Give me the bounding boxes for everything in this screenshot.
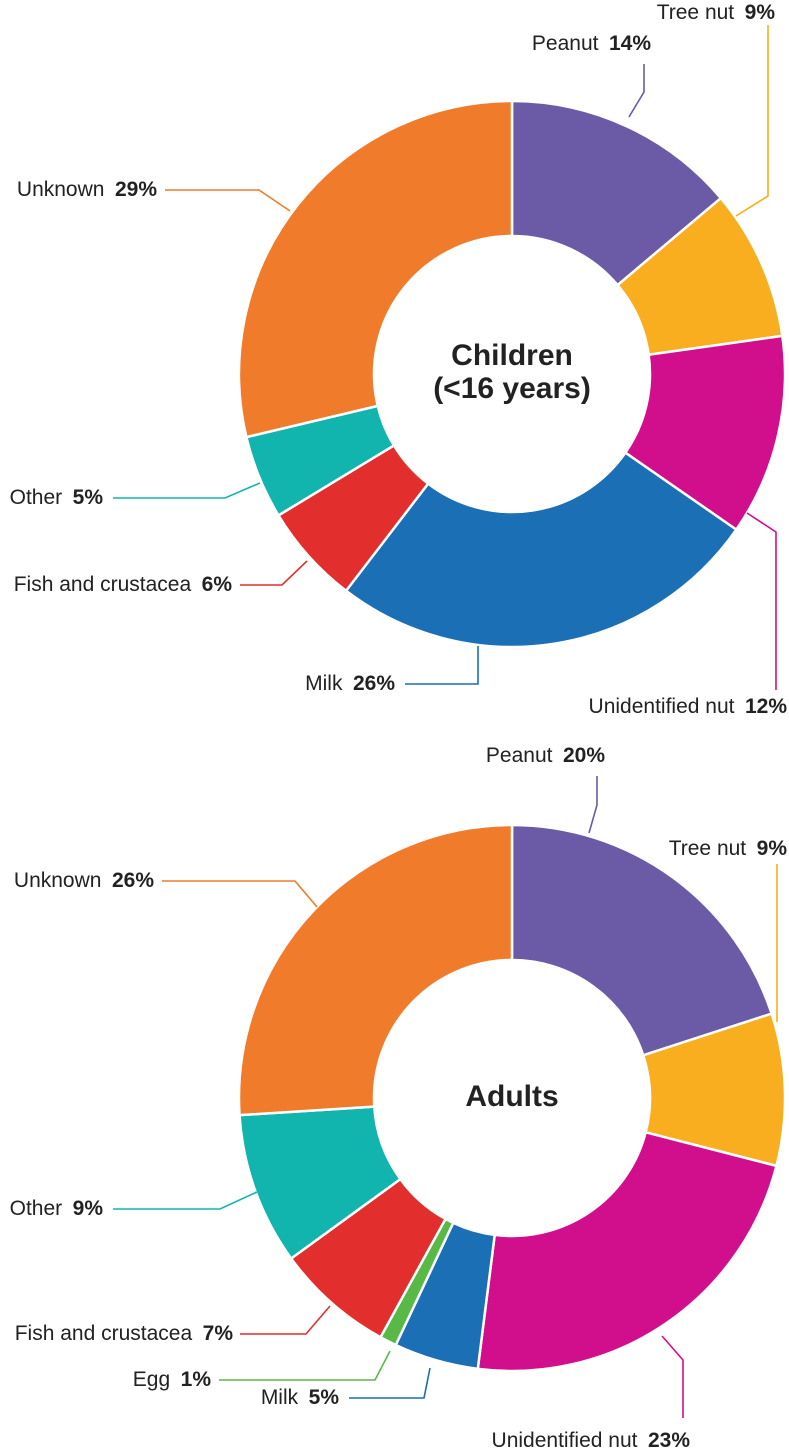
label-name-other: Other xyxy=(10,1197,73,1220)
slice-unknown xyxy=(237,99,514,439)
label-unknown: Unknown 26% xyxy=(14,869,154,892)
label-fish-and-crustacea: Fish and crustacea 6% xyxy=(14,573,233,596)
label-milk: Milk 5% xyxy=(261,1386,340,1409)
label-name-unidentified-nut: Unidentified nut xyxy=(589,695,745,718)
label-name-peanut: Peanut xyxy=(486,744,563,767)
label-value-other: 5% xyxy=(73,486,104,509)
leader-line-egg xyxy=(219,1350,391,1381)
label-name-tree-nut: Tree nut xyxy=(669,837,757,860)
label-value-egg: 1% xyxy=(181,1368,212,1391)
label-value-fish-and-crustacea: 6% xyxy=(202,573,233,596)
label-tree-nut: Tree nut 9% xyxy=(657,1,776,24)
label-name-milk: Milk xyxy=(305,672,353,695)
label-name-unknown: Unknown xyxy=(14,869,112,892)
donut-chart-children: Peanut 14% Tree nut 9% Unidentified nut 12… xyxy=(10,1,788,718)
slice-unidentified-nut xyxy=(476,1131,778,1373)
slice-unknown xyxy=(237,823,514,1117)
label-value-fish-and-crustacea: 7% xyxy=(203,1322,234,1345)
leader-line-unidentified-nut xyxy=(746,512,777,690)
label-peanut: Peanut 20% xyxy=(486,744,605,767)
donut-chart-adults: Peanut 20% Tree nut 9% Unidentified nut 23… xyxy=(10,744,788,1452)
label-name-other: Other xyxy=(10,486,73,509)
leader-line-milk xyxy=(405,646,479,685)
label-name-fish-and-crustacea: Fish and crustacea xyxy=(15,1322,203,1345)
label-value-unknown: 29% xyxy=(115,178,157,201)
label-value-unknown: 26% xyxy=(112,869,154,892)
center-label-children-line-1: Children xyxy=(451,339,573,372)
label-name-fish-and-crustacea: Fish and crustacea xyxy=(14,573,202,596)
leader-line-unidentified-nut xyxy=(661,1335,684,1418)
label-value-unidentified-nut: 12% xyxy=(745,695,787,718)
slice-milk xyxy=(344,451,738,649)
label-unidentified-nut: Unidentified nut 23% xyxy=(492,1429,691,1452)
leader-line-milk xyxy=(349,1367,431,1399)
label-name-unknown: Unknown xyxy=(17,178,115,201)
label-other: Other 5% xyxy=(10,486,104,509)
label-name-egg: Egg xyxy=(133,1368,181,1391)
label-value-unidentified-nut: 23% xyxy=(648,1429,690,1452)
label-name-unidentified-nut: Unidentified nut xyxy=(492,1429,648,1452)
label-value-tree-nut: 9% xyxy=(745,1,776,24)
slice-peanut xyxy=(510,99,723,287)
label-value-tree-nut: 9% xyxy=(757,837,788,860)
label-unidentified-nut: Unidentified nut 12% xyxy=(589,695,788,718)
label-name-milk: Milk xyxy=(261,1386,309,1409)
label-other: Other 9% xyxy=(10,1197,104,1220)
label-fish-and-crustacea: Fish and crustacea 7% xyxy=(15,1322,234,1345)
leader-line-tree-nut xyxy=(735,25,769,217)
label-milk: Milk 26% xyxy=(305,672,395,695)
label-name-peanut: Peanut xyxy=(532,32,609,55)
slice-peanut xyxy=(510,823,773,1057)
center-label-children-line-2: (<16 years) xyxy=(433,372,591,405)
leader-line-unknown xyxy=(162,880,318,908)
label-peanut: Peanut 14% xyxy=(532,32,651,55)
label-unknown: Unknown 29% xyxy=(17,178,157,201)
label-value-milk: 5% xyxy=(309,1386,340,1409)
leader-line-other xyxy=(113,1191,258,1210)
label-egg: Egg 1% xyxy=(133,1368,212,1391)
label-value-other: 9% xyxy=(73,1197,104,1220)
leader-line-fish-and-crustacea xyxy=(240,1305,331,1335)
leader-line-other xyxy=(113,482,261,499)
center-label-adults-line-1: Adults xyxy=(465,1080,558,1113)
label-value-peanut: 14% xyxy=(609,32,651,55)
label-name-tree-nut: Tree nut xyxy=(657,1,745,24)
leader-line-peanut xyxy=(588,776,598,834)
label-value-milk: 26% xyxy=(353,672,395,695)
label-tree-nut: Tree nut 9% xyxy=(669,837,788,860)
leader-line-unknown xyxy=(165,189,291,212)
leader-line-fish-and-crustacea xyxy=(240,560,308,586)
leader-line-peanut xyxy=(628,64,645,118)
label-value-peanut: 20% xyxy=(563,744,605,767)
